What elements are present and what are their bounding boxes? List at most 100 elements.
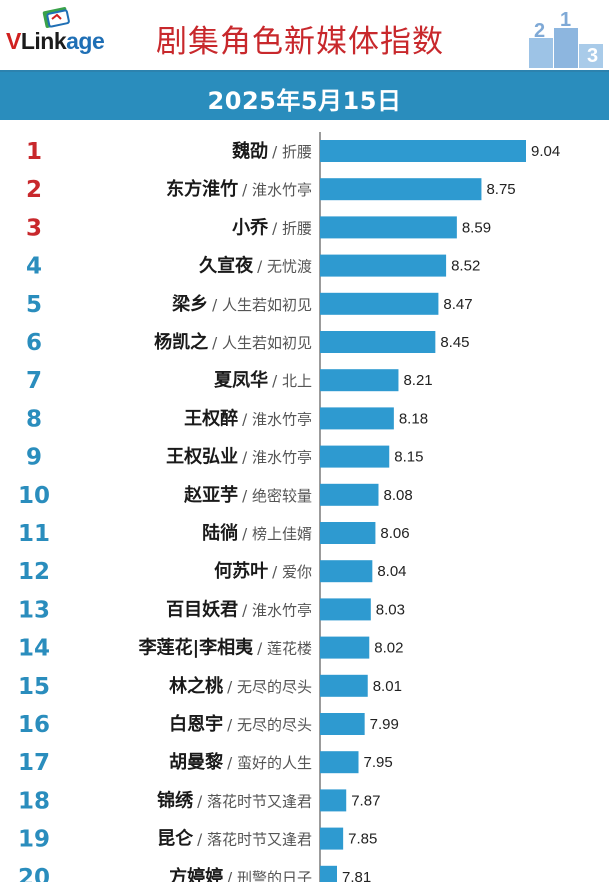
drama-title: 落花时节又逢君	[207, 831, 312, 849]
data-label: 8.04	[377, 563, 406, 580]
rank-number: 7	[26, 368, 42, 394]
label-separator: /	[272, 143, 282, 161]
label-separator: /	[212, 334, 222, 352]
bar	[320, 178, 482, 201]
bar	[320, 522, 376, 544]
label-separator: /	[197, 792, 207, 810]
rank-number: 8	[26, 406, 42, 432]
data-label: 8.06	[380, 525, 409, 542]
bar	[320, 483, 379, 506]
bar-label: 小乔 / 折腰	[232, 217, 312, 238]
rank-number: 3	[26, 215, 42, 241]
rank-number: 6	[26, 330, 42, 356]
character-name: 锦绣	[157, 789, 194, 811]
bar-label: 何苏叶 / 爱你	[214, 560, 312, 582]
rank-number: 2	[26, 177, 42, 203]
character-name: 方婷婷	[169, 866, 223, 882]
bar-label: 王权弘业 / 淮水竹亭	[166, 446, 312, 468]
character-name: 梁乡	[171, 293, 208, 315]
drama-title: 绝密较量	[252, 487, 312, 505]
podium-number-3: 3	[587, 45, 598, 67]
rank-number: 17	[18, 750, 50, 776]
data-label: 7.99	[370, 716, 399, 733]
bar	[320, 598, 371, 621]
bar-label: 久宣夜 / 无忧渡	[199, 255, 312, 277]
drama-title: 淮水竹亭	[252, 410, 312, 428]
rank-number: 9	[26, 445, 42, 471]
data-label: 8.08	[383, 487, 412, 504]
label-separator: /	[272, 219, 282, 237]
drama-title: 无忧渡	[267, 258, 312, 276]
bar	[320, 751, 359, 774]
data-label: 8.01	[373, 678, 402, 695]
bar-label: 李莲花|李相夷 / 莲花楼	[138, 637, 312, 659]
rank-number: 1	[26, 139, 42, 165]
bar	[320, 140, 526, 162]
data-label: 8.03	[376, 601, 405, 618]
drama-title: 折腰	[282, 219, 312, 237]
bar-label: 赵亚芋 / 绝密较量	[183, 484, 312, 506]
bar	[320, 789, 347, 812]
bar-label: 昆仑 / 落花时节又逢君	[157, 828, 312, 850]
data-label: 9.04	[531, 143, 560, 160]
label-separator: /	[197, 831, 207, 849]
bar	[320, 865, 337, 882]
bar	[320, 407, 394, 430]
character-name: 夏凤华	[214, 369, 268, 391]
character-name: 魏劭	[231, 140, 268, 162]
label-separator: /	[242, 449, 252, 467]
bar-label: 锦绣 / 落花时节又逢君	[157, 789, 312, 811]
page-title: 剧集角色新媒体指数	[156, 24, 444, 60]
rank-number: 20	[18, 865, 50, 882]
rank-number: 15	[18, 674, 50, 700]
bar-label: 梁乡 / 人生若如初见	[171, 293, 312, 315]
label-separator: /	[272, 563, 282, 581]
data-label: 8.18	[399, 410, 428, 427]
rank-number: 14	[18, 636, 50, 662]
rank-number: 4	[26, 254, 42, 280]
drama-title: 爱你	[282, 563, 312, 581]
drama-title: 莲花楼	[267, 640, 312, 658]
data-label: 8.52	[451, 258, 480, 275]
label-separator: /	[242, 601, 252, 619]
bar-label: 陆徜 / 榜上佳婿	[202, 522, 312, 544]
drama-title: 淮水竹亭	[252, 181, 312, 199]
character-name: 东方淮竹	[166, 178, 238, 200]
character-name: 何苏叶	[214, 560, 268, 582]
bar-label: 林之桃 / 无尽的尽头	[169, 675, 312, 697]
data-label: 8.59	[462, 219, 491, 236]
bar-label: 杨凯之 / 人生若如初见	[154, 331, 312, 353]
logo-wordmark: VLinkage	[6, 28, 105, 54]
logo-mark-icon	[42, 7, 70, 28]
character-name: 胡曼黎	[169, 751, 223, 773]
label-separator: /	[227, 716, 237, 734]
data-label: 8.02	[374, 640, 403, 657]
character-name: 百目妖君	[166, 598, 238, 620]
bar-label: 胡曼黎 / 蛮好的人生	[169, 751, 312, 773]
bar	[320, 674, 368, 697]
rank-number: 16	[18, 712, 50, 738]
ranking-bar-chart: 1 魏劭 / 折腰 9.042 东方淮竹 / 淮水竹亭 8.753 小乔 / 折腰 8.594 久宣…	[18, 132, 560, 882]
drama-title: 北上	[282, 372, 312, 390]
data-label: 8.47	[443, 296, 472, 313]
character-name: 小乔	[232, 217, 269, 238]
label-separator: /	[212, 296, 222, 314]
bar-label: 白恩宇 / 无尽的尽头	[169, 713, 312, 735]
bar	[320, 827, 344, 850]
label-separator: /	[227, 869, 237, 882]
character-name: 昆仑	[157, 828, 194, 850]
vlinkage-logo[interactable]: VLinkage	[6, 6, 146, 62]
character-name: 白恩宇	[169, 713, 223, 735]
podium-icon: 2 1 3	[529, 9, 603, 68]
character-name: 陆徜	[202, 522, 238, 544]
header: VLinkage 剧集角色新媒体指数 2 1 3	[0, 0, 609, 70]
rank-number: 11	[18, 521, 50, 547]
character-name: 林之桃	[169, 675, 223, 697]
bar-label: 王权醉 / 淮水竹亭	[184, 407, 312, 429]
bar	[320, 216, 457, 239]
rank-number: 18	[18, 788, 50, 814]
drama-title: 淮水竹亭	[252, 449, 312, 467]
label-separator: /	[242, 525, 252, 543]
data-label: 8.75	[486, 181, 515, 198]
drama-title: 蛮好的人生	[237, 754, 312, 772]
